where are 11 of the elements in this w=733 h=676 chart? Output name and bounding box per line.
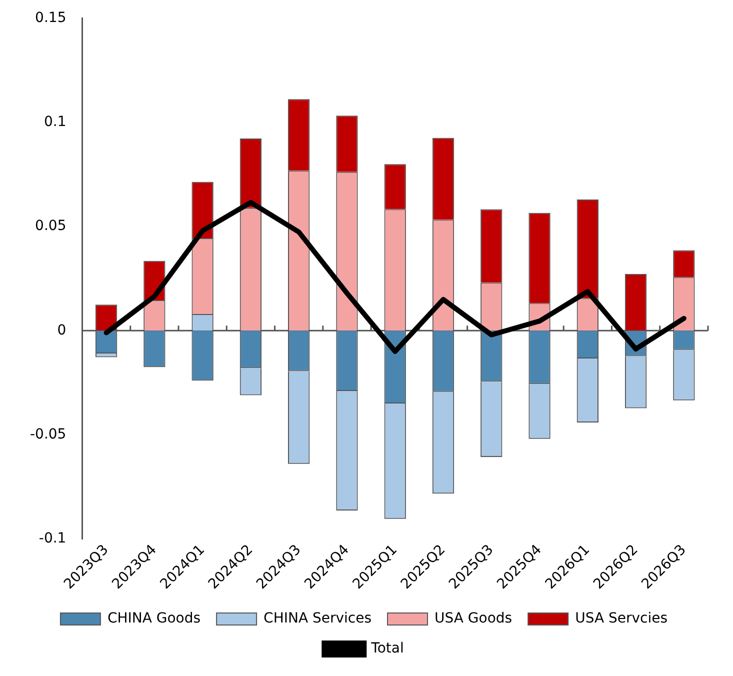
legend-label: Total — [370, 640, 404, 657]
legend-label: USA Goods — [434, 610, 512, 627]
y-tick-label: -0.05 — [30, 426, 66, 442]
legend-label: CHINA Goods — [107, 610, 201, 627]
legend-label: USA Servcies — [575, 610, 668, 627]
y-tick-label: 0.1 — [44, 114, 66, 130]
y-tick-label: -0.1 — [38, 530, 66, 546]
y-tick-label: 0.05 — [35, 218, 66, 234]
legend-label: CHINA Services — [264, 610, 372, 627]
y-tick-label: 0 — [57, 322, 66, 338]
y-tick-label: 0.15 — [35, 10, 66, 26]
